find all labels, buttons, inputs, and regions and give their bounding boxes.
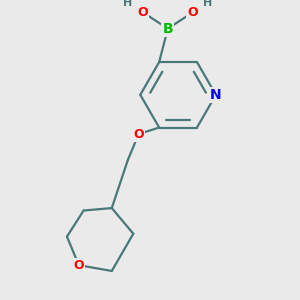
Text: O: O	[133, 128, 144, 140]
Text: O: O	[74, 259, 84, 272]
Text: B: B	[163, 22, 173, 36]
Text: H: H	[123, 0, 133, 8]
Text: O: O	[187, 6, 198, 19]
Text: H: H	[203, 0, 212, 8]
Text: O: O	[138, 6, 148, 19]
Text: N: N	[210, 88, 222, 102]
